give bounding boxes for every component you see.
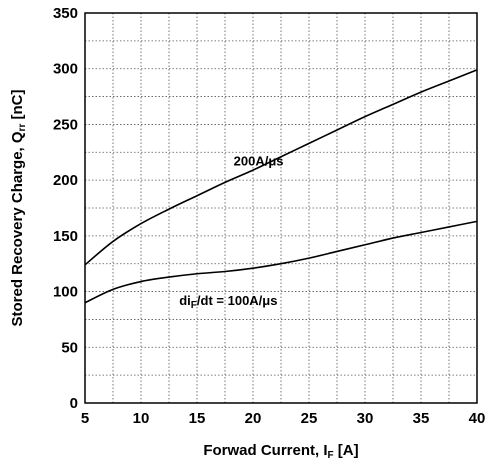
x-tick-label: 15	[189, 410, 206, 427]
x-tick-label: 25	[301, 410, 318, 427]
y-tick-label: 300	[53, 61, 78, 78]
x-tick-label: 5	[81, 410, 89, 427]
y-tick-label: 0	[70, 395, 78, 412]
y-tick-label: 100	[53, 284, 78, 301]
y-tick-label: 200	[53, 172, 78, 189]
x-tick-label: 40	[469, 410, 486, 427]
x-tick-label: 35	[413, 410, 430, 427]
x-tick-label: 20	[245, 410, 262, 427]
y-tick-label: 350	[53, 5, 78, 22]
y-tick-label: 250	[53, 116, 78, 133]
curve-annotation: 200A/μs	[234, 154, 284, 169]
y-tick-label: 50	[61, 339, 78, 356]
x-axis-title: Forwad Current, IF [A]	[203, 442, 358, 461]
y-tick-label: 150	[53, 228, 78, 245]
x-tick-label: 30	[357, 410, 374, 427]
x-tick-label: 10	[133, 410, 150, 427]
